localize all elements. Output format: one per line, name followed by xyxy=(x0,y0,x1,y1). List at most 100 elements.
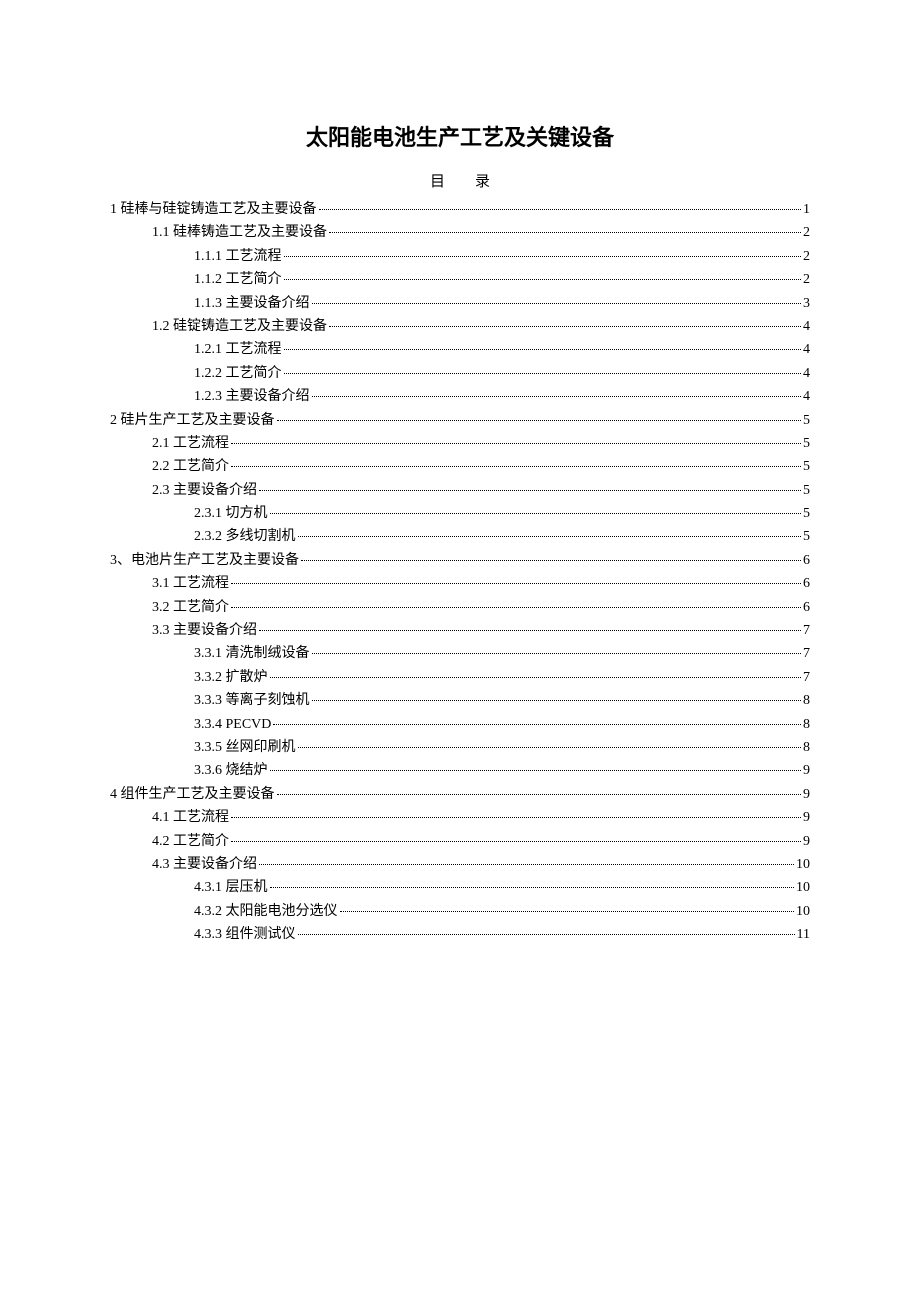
toc-leader-dots xyxy=(270,513,802,514)
toc-leader-dots xyxy=(231,583,801,584)
toc-entry-label: 2.3.1 切方机 xyxy=(194,503,268,525)
toc-entry-page: 7 xyxy=(803,643,810,665)
toc-entry[interactable]: 4.3 主要设备介绍 10 xyxy=(110,854,810,876)
toc-entry[interactable]: 3.1 工艺流程 6 xyxy=(110,573,810,595)
toc-entry-label: 4.3 主要设备介绍 xyxy=(152,854,257,876)
toc-entry[interactable]: 4.3.1 层压机 10 xyxy=(110,877,810,899)
toc-header: 目录 xyxy=(110,170,810,191)
toc-entry-label: 1.1.3 主要设备介绍 xyxy=(194,293,310,315)
toc-entry[interactable]: 1.2.2 工艺简介4 xyxy=(110,363,810,385)
toc-entry[interactable]: 3.3.5 丝网印刷机8 xyxy=(110,737,810,759)
toc-entry[interactable]: 3.3.2 扩散炉7 xyxy=(110,667,810,689)
toc-entry-label: 3.1 工艺流程 xyxy=(152,573,229,595)
toc-entry-page: 5 xyxy=(803,526,810,548)
toc-entry-label: 1.2.3 主要设备介绍 xyxy=(194,386,310,408)
toc-leader-dots xyxy=(270,677,802,678)
toc-entry-page: 5 xyxy=(803,480,810,502)
toc-entry[interactable]: 3.3.3 等离子刻蚀机8 xyxy=(110,690,810,712)
toc-entry-label: 3.3.4 PECVD xyxy=(194,714,271,736)
toc-entry-label: 2.2 工艺简介 xyxy=(152,456,229,478)
toc-entry-page: 10 xyxy=(796,901,810,923)
toc-entry[interactable]: 4.3.2 太阳能电池分选仪10 xyxy=(110,901,810,923)
toc-entry[interactable]: 2.3 主要设备介绍5 xyxy=(110,480,810,502)
toc-entry-page: 10 xyxy=(796,854,810,876)
toc-entry-label: 3.3.2 扩散炉 xyxy=(194,667,268,689)
toc-entry-page: 9 xyxy=(803,831,810,853)
document-title: 太阳能电池生产工艺及关键设备 xyxy=(110,120,810,152)
toc-leader-dots xyxy=(231,841,801,842)
toc-entry[interactable]: 2.3.2 多线切割机5 xyxy=(110,526,810,548)
toc-leader-dots xyxy=(270,770,802,771)
toc-entry-label: 1.1.2 工艺简介 xyxy=(194,269,282,291)
toc-entry-label: 4.3.1 层压机 xyxy=(194,877,268,899)
toc-entry-label: 4.2 工艺简介 xyxy=(152,831,229,853)
toc-entry-label: 4.1 工艺流程 xyxy=(152,807,229,829)
toc-entry-label: 4 组件生产工艺及主要设备 xyxy=(110,784,275,806)
toc-leader-dots xyxy=(284,349,802,350)
toc-entry-label: 1.2.1 工艺流程 xyxy=(194,339,282,361)
toc-entry[interactable]: 4.3.3 组件测试仪 11 xyxy=(110,924,810,946)
toc-entry-page: 8 xyxy=(803,690,810,712)
toc-entry[interactable]: 1.1.3 主要设备介绍 3 xyxy=(110,293,810,315)
toc-entry-label: 3、电池片生产工艺及主要设备 xyxy=(110,550,299,572)
toc-entry[interactable]: 1.2.1 工艺流程 4 xyxy=(110,339,810,361)
toc-leader-dots xyxy=(319,209,802,210)
toc-entry-page: 2 xyxy=(803,269,810,291)
toc-leader-dots xyxy=(259,630,801,631)
toc-leader-dots xyxy=(284,373,802,374)
toc-entry-page: 9 xyxy=(803,760,810,782)
toc-entry-page: 6 xyxy=(803,550,810,572)
toc-entry[interactable]: 1.2 硅锭铸造工艺及主要设备 4 xyxy=(110,316,810,338)
toc-entry-page: 4 xyxy=(803,316,810,338)
toc-entry[interactable]: 1.1.2 工艺简介 2 xyxy=(110,269,810,291)
toc-entry-page: 9 xyxy=(803,784,810,806)
toc-entry[interactable]: 2.2 工艺简介5 xyxy=(110,456,810,478)
toc-leader-dots xyxy=(231,443,801,444)
toc-entry-page: 1 xyxy=(803,199,810,221)
toc-entry[interactable]: 4.2 工艺简介 9 xyxy=(110,831,810,853)
toc-entry[interactable]: 2 硅片生产工艺及主要设备 5 xyxy=(110,410,810,432)
toc-leader-dots xyxy=(301,560,801,561)
toc-entry[interactable]: 1 硅棒与硅锭铸造工艺及主要设备1 xyxy=(110,199,810,221)
toc-entry[interactable]: 4.1 工艺流程 9 xyxy=(110,807,810,829)
toc-leader-dots xyxy=(284,256,802,257)
toc-entry-page: 2 xyxy=(803,222,810,244)
toc-entry[interactable]: 4 组件生产工艺及主要设备 9 xyxy=(110,784,810,806)
toc-leader-dots xyxy=(329,326,801,327)
toc-entry-label: 1.1.1 工艺流程 xyxy=(194,246,282,268)
toc-entry[interactable]: 2.3.1 切方机5 xyxy=(110,503,810,525)
toc-entry[interactable]: 3.3.6 烧结炉9 xyxy=(110,760,810,782)
toc-entry-page: 5 xyxy=(803,433,810,455)
toc-leader-dots xyxy=(312,700,802,701)
toc-entry-page: 5 xyxy=(803,410,810,432)
toc-entry-page: 9 xyxy=(803,807,810,829)
toc-entry[interactable]: 3.3.4 PECVD 8 xyxy=(110,714,810,736)
toc-entry[interactable]: 3、电池片生产工艺及主要设备 6 xyxy=(110,550,810,572)
table-of-contents: 1 硅棒与硅锭铸造工艺及主要设备11.1 硅棒铸造工艺及主要设备21.1.1 工… xyxy=(110,199,810,947)
toc-entry[interactable]: 3.3.1 清洗制绒设备7 xyxy=(110,643,810,665)
toc-entry-label: 4.3.3 组件测试仪 xyxy=(194,924,296,946)
toc-entry-page: 4 xyxy=(803,386,810,408)
toc-entry-page: 10 xyxy=(796,877,810,899)
toc-entry[interactable]: 1.1 硅棒铸造工艺及主要设备2 xyxy=(110,222,810,244)
toc-entry-label: 1.2.2 工艺简介 xyxy=(194,363,282,385)
toc-entry-label: 2.1 工艺流程 xyxy=(152,433,229,455)
toc-entry[interactable]: 3.3 主要设备介绍7 xyxy=(110,620,810,642)
toc-entry-label: 2 硅片生产工艺及主要设备 xyxy=(110,410,275,432)
toc-leader-dots xyxy=(298,536,802,537)
toc-entry-page: 4 xyxy=(803,339,810,361)
toc-entry[interactable]: 1.1.1 工艺流程 2 xyxy=(110,246,810,268)
toc-entry-page: 11 xyxy=(797,924,810,946)
toc-entry-page: 8 xyxy=(803,714,810,736)
toc-leader-dots xyxy=(231,817,801,818)
toc-leader-dots xyxy=(231,466,801,467)
toc-entry[interactable]: 3.2 工艺简介6 xyxy=(110,597,810,619)
toc-entry-page: 6 xyxy=(803,573,810,595)
toc-entry-label: 1.2 硅锭铸造工艺及主要设备 xyxy=(152,316,327,338)
toc-entry-page: 2 xyxy=(803,246,810,268)
toc-entry[interactable]: 1.2.3 主要设备介绍 4 xyxy=(110,386,810,408)
toc-entry[interactable]: 2.1 工艺流程 5 xyxy=(110,433,810,455)
toc-leader-dots xyxy=(277,794,802,795)
toc-entry-page: 3 xyxy=(803,293,810,315)
toc-leader-dots xyxy=(231,607,801,608)
